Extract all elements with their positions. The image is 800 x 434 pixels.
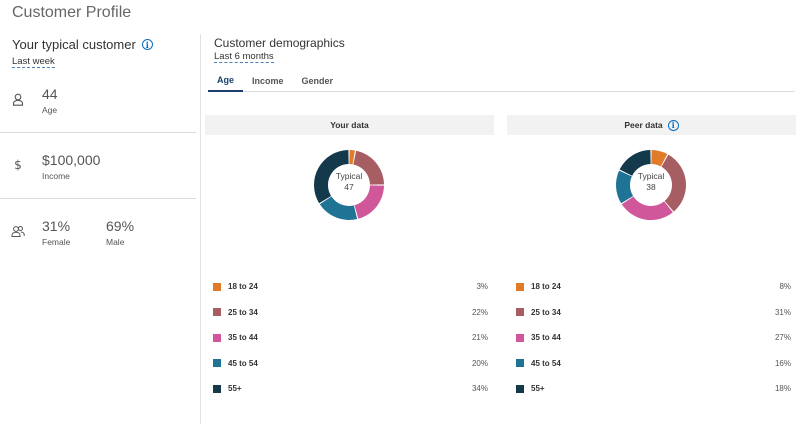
person-icon xyxy=(11,92,25,106)
your-data-header: Your data xyxy=(205,115,494,135)
donut-slice-35-to-44 xyxy=(354,185,384,219)
income-value: $100,000 xyxy=(42,152,101,168)
age-stat: 44 Age xyxy=(0,67,196,133)
male-label: Male xyxy=(106,237,125,247)
your-data-title: Your data xyxy=(330,120,369,130)
legend-row: 25 to 34 31% xyxy=(508,300,791,326)
legend-pct: 8% xyxy=(779,282,791,292)
legend-label: 25 to 34 xyxy=(531,307,561,317)
legend-row: 45 to 54 20% xyxy=(205,351,488,377)
peer-data-title: Peer data xyxy=(624,120,663,130)
legend-swatch xyxy=(213,359,221,368)
your-data-center-value: 47 xyxy=(344,182,354,192)
legend-swatch xyxy=(213,282,221,291)
people-icon xyxy=(11,224,25,238)
gender-stat: 31% Female 69% Male xyxy=(0,199,196,265)
peer-data-center-value: 38 xyxy=(646,182,656,192)
legend-pct: 16% xyxy=(774,358,791,368)
legend-row: 25 to 34 22% xyxy=(205,300,488,326)
female-label: Female xyxy=(42,237,71,247)
legend-label: 25 to 34 xyxy=(228,307,258,317)
age-value: 44 xyxy=(42,86,58,102)
peer-data-center: Typical 38 xyxy=(611,171,691,193)
legend-row: 45 to 54 16% xyxy=(508,351,791,377)
panel-divider xyxy=(200,34,201,424)
demographics-period-selector[interactable]: Last 6 months xyxy=(214,51,274,63)
legend-row: 18 to 24 3% xyxy=(205,274,488,300)
legend-label: 55+ xyxy=(228,384,242,394)
legend-row: 35 to 44 21% xyxy=(205,325,488,351)
tab-gender[interactable]: Gender xyxy=(301,76,334,86)
demographics-title: Customer demographics xyxy=(214,36,345,50)
legend-swatch xyxy=(213,384,221,393)
donut-slice-18-to-24 xyxy=(349,150,355,165)
legend-swatch xyxy=(516,308,524,317)
legend-swatch xyxy=(516,384,524,393)
legend-pct: 20% xyxy=(471,358,488,368)
donut-slice-25-to-34 xyxy=(661,154,686,212)
age-label: Age xyxy=(42,105,58,115)
legend-pct: 27% xyxy=(774,333,791,343)
legend-pct: 3% xyxy=(476,282,488,292)
tab-age[interactable]: Age xyxy=(208,70,244,92)
legend-label: 18 to 24 xyxy=(531,282,561,292)
legend-pct: 21% xyxy=(471,333,488,343)
income-stat: $ $100,000 Income xyxy=(0,133,196,199)
typical-customer-title: Your typical customer xyxy=(12,37,136,52)
legend-pct: 34% xyxy=(471,384,488,394)
peer-data-legend: 18 to 24 8% 25 to 34 31% 35 to 44 27% 45 to 54… xyxy=(508,274,791,402)
typical-period-selector[interactable]: Last week xyxy=(12,56,55,68)
donut-slice-45-to-54 xyxy=(616,170,634,204)
legend-pct: 22% xyxy=(471,307,488,317)
donut-slice-25-to-34 xyxy=(353,150,384,185)
typical-customer-heading: Your typical customer i xyxy=(12,37,153,52)
info-icon[interactable]: i xyxy=(667,119,679,131)
legend-swatch xyxy=(516,282,524,291)
income-label: Income xyxy=(42,171,70,181)
legend-label: 45 to 54 xyxy=(531,358,561,368)
legend-row: 18 to 24 8% xyxy=(508,274,791,300)
legend-label: 35 to 44 xyxy=(228,333,258,343)
male-pct: 69% xyxy=(106,218,135,234)
your-data-center: Typical 47 xyxy=(309,171,389,193)
legend-row: 55+ 18% xyxy=(508,376,791,402)
legend-label: 18 to 24 xyxy=(228,282,258,292)
peer-data-donut-chart xyxy=(616,150,686,220)
demographics-tabs: Age Income Gender xyxy=(208,70,795,92)
donut-slice-35-to-44 xyxy=(621,196,673,220)
donut-slice-55 xyxy=(619,150,651,176)
info-icon[interactable]: i xyxy=(141,39,153,50)
dollar-icon: $ xyxy=(11,158,25,172)
donut-slice-55 xyxy=(314,150,349,204)
legend-label: 45 to 54 xyxy=(228,358,258,368)
legend-pct: 18% xyxy=(774,384,791,394)
peer-data-header: Peer data i xyxy=(507,115,796,135)
legend-row: 35 to 44 27% xyxy=(508,325,791,351)
female-pct: 31% xyxy=(42,218,71,234)
legend-swatch xyxy=(213,308,221,317)
legend-row: 55+ 34% xyxy=(205,376,488,402)
donut-slice-45-to-54 xyxy=(319,196,358,220)
legend-pct: 31% xyxy=(774,307,791,317)
tab-income[interactable]: Income xyxy=(252,76,284,86)
peer-data-center-label: Typical xyxy=(637,171,665,181)
page-title: Customer Profile xyxy=(12,4,132,21)
legend-swatch xyxy=(516,359,524,368)
legend-label: 55+ xyxy=(531,384,545,394)
donut-slice-18-to-24 xyxy=(651,150,668,167)
legend-label: 35 to 44 xyxy=(531,333,561,343)
your-data-legend: 18 to 24 3% 25 to 34 22% 35 to 44 21% 45 to 54… xyxy=(205,274,488,402)
svg-text:$: $ xyxy=(14,158,22,172)
legend-swatch xyxy=(213,333,221,342)
your-data-center-label: Typical xyxy=(335,171,363,181)
typical-customer-panel: Your typical customer i Last week 44 Age… xyxy=(0,30,196,430)
legend-swatch xyxy=(516,333,524,342)
your-data-donut-chart xyxy=(314,150,384,220)
